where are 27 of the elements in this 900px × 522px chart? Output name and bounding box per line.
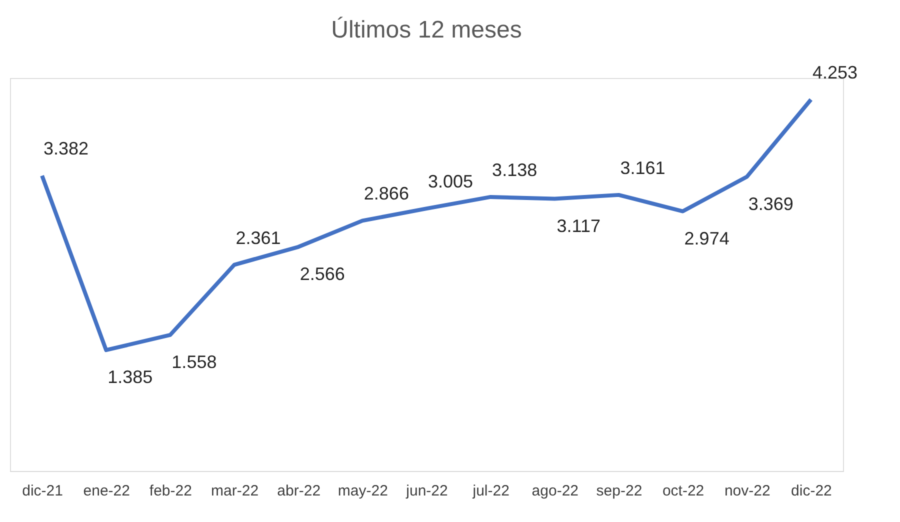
x-tick-label: feb-22 bbox=[149, 482, 192, 500]
x-tick-label: dic-22 bbox=[791, 482, 832, 500]
x-tick-label: ago-22 bbox=[532, 482, 579, 500]
chart-title: Últimos 12 meses bbox=[331, 16, 522, 44]
x-tick-label: ene-22 bbox=[83, 482, 130, 500]
x-tick-label: may-22 bbox=[338, 482, 388, 500]
x-tick-label: nov-22 bbox=[724, 482, 770, 500]
data-label: 3.138 bbox=[492, 160, 538, 180]
x-tick-label: jul-22 bbox=[472, 482, 510, 500]
x-tick-label: mar-22 bbox=[211, 482, 259, 500]
data-label: 1.385 bbox=[108, 367, 153, 388]
data-label: 1.558 bbox=[172, 352, 217, 372]
data-label: 3.117 bbox=[556, 216, 601, 236]
data-label: 2.566 bbox=[300, 264, 345, 284]
x-tick-label: oct-22 bbox=[662, 482, 704, 500]
data-label: 3.161 bbox=[620, 158, 666, 178]
data-label: 4.253 bbox=[812, 62, 858, 83]
data-label: 2.974 bbox=[684, 228, 730, 248]
x-tick-label: jun-22 bbox=[405, 482, 448, 500]
data-label: 2.866 bbox=[364, 184, 409, 204]
data-label: 3.005 bbox=[428, 172, 474, 192]
data-label: 2.361 bbox=[236, 228, 281, 248]
data-label: 3.382 bbox=[44, 138, 89, 159]
data-label: 3.369 bbox=[748, 194, 794, 214]
x-tick-label: dic-21 bbox=[22, 482, 63, 500]
x-tick-label: sep-22 bbox=[596, 482, 642, 500]
x-tick-label: abr-22 bbox=[277, 482, 321, 500]
